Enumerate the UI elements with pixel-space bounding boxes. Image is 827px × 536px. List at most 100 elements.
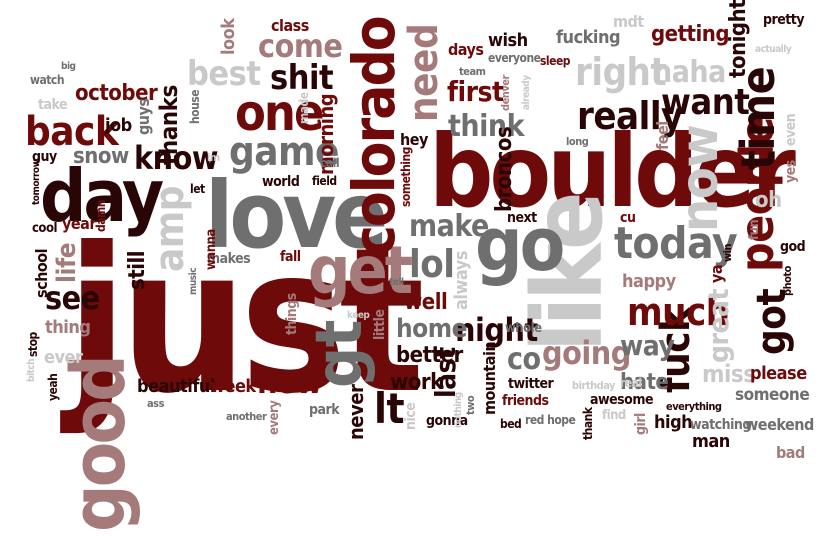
word-two: two (464, 395, 477, 415)
word-weekend: weekend (745, 415, 814, 434)
word-win: win (721, 243, 734, 262)
word-going: going (542, 334, 631, 372)
word-class: class (271, 16, 309, 35)
word-lol: lol (409, 242, 455, 286)
word-long: long (566, 135, 589, 148)
word-see: see (45, 279, 100, 317)
word-sleep: sleep (540, 54, 571, 68)
word-oh: oh (755, 188, 782, 213)
word-red-hope: red hope (525, 413, 576, 427)
word-every: every (267, 400, 282, 435)
word-well: well (404, 290, 448, 315)
word-never: never (344, 384, 368, 440)
word-find: find (602, 408, 626, 423)
word-man: man (692, 431, 730, 452)
word-another: another (226, 410, 267, 423)
word-awesome: awesome (590, 392, 654, 408)
word-snow: snow (73, 144, 129, 169)
word-getting: getting (651, 22, 730, 47)
word-way: way (620, 329, 675, 362)
word-broncos: broncos (492, 126, 517, 212)
word-new: new (257, 363, 323, 401)
word-hope: hope (547, 413, 576, 427)
word-little: little (372, 309, 388, 340)
word-good: good (56, 357, 142, 532)
word-already: already (521, 75, 532, 110)
word-park: park (309, 402, 340, 418)
word-co: co (507, 342, 541, 377)
word-things: things (284, 293, 300, 335)
word-twitter: twitter (508, 376, 554, 392)
word-nice: nice (403, 402, 419, 430)
word-got: got (749, 288, 795, 355)
word-boulder: boulder (429, 113, 796, 230)
word-yes: yes (783, 160, 799, 183)
word-one: one (235, 84, 324, 142)
word-fucking: fucking (556, 27, 621, 48)
word-makes: makes (207, 251, 251, 267)
word-bed: bed (500, 417, 522, 431)
word-game: game (229, 129, 339, 175)
word-thanks: thanks (155, 85, 183, 165)
word-wish: wish (488, 30, 528, 51)
word-really: really (577, 94, 683, 138)
word-bitch: bitch (26, 358, 37, 382)
word-god: god (780, 239, 806, 255)
word-hey: hey (400, 130, 428, 149)
word-birthday: birthday (572, 379, 616, 392)
word-haha: haha (653, 55, 726, 90)
word-tonight: tonight (726, 0, 751, 78)
word-someone: someone (735, 385, 810, 405)
word-photo: photo (781, 266, 794, 296)
word-home: home (396, 314, 467, 344)
word-mdt: mdt (613, 12, 644, 31)
word-next: next (507, 210, 537, 226)
word-get: get (308, 232, 413, 309)
word-need: need (401, 23, 447, 122)
word-best: best (187, 54, 261, 94)
word-colorado: colorado (340, 17, 408, 256)
word-think: think (448, 109, 525, 144)
word-know: know (134, 139, 219, 177)
word-job: job (105, 115, 132, 136)
word-bad: bad (776, 443, 805, 462)
word-let: let (190, 182, 205, 196)
word-come: come (258, 27, 343, 65)
word-much: much (627, 290, 730, 334)
word-everything: everything (666, 400, 722, 413)
word-right: right (575, 50, 667, 94)
word-music: music (188, 267, 199, 295)
word-world: world (262, 174, 300, 190)
word-life: life (52, 242, 82, 283)
word-something: something (399, 147, 413, 207)
word-amp: amp (147, 185, 193, 272)
word-today: today (614, 218, 738, 269)
word-team: team (459, 65, 486, 78)
word-cu: cu (620, 210, 636, 226)
word-made: made (297, 92, 311, 124)
word-year: year (62, 214, 96, 233)
word-days: days (448, 40, 484, 59)
word-want: want (661, 82, 750, 123)
word-denver: denver (499, 75, 512, 111)
word-high: high (654, 412, 693, 433)
word-real: real (620, 376, 642, 390)
word-always: always (451, 251, 472, 310)
word-big: big (61, 61, 76, 72)
word-actually: actually (755, 44, 792, 55)
word-great: great (702, 288, 735, 363)
word-thank: thank (581, 407, 595, 441)
word-im: im (207, 151, 220, 164)
word-ya: ya (707, 264, 726, 283)
word-look: look (218, 18, 239, 55)
word-day: day (40, 154, 164, 238)
word-girl: girl (633, 413, 649, 435)
word-watch: watch (30, 73, 65, 87)
word-still: still (125, 250, 150, 290)
word-tell: tell (389, 277, 404, 288)
word-cool: cool (32, 221, 58, 236)
word-call: call (320, 156, 340, 170)
word-fall: fall (280, 249, 301, 265)
word-fun: fun (747, 219, 762, 240)
word-ever: ever (44, 347, 83, 368)
